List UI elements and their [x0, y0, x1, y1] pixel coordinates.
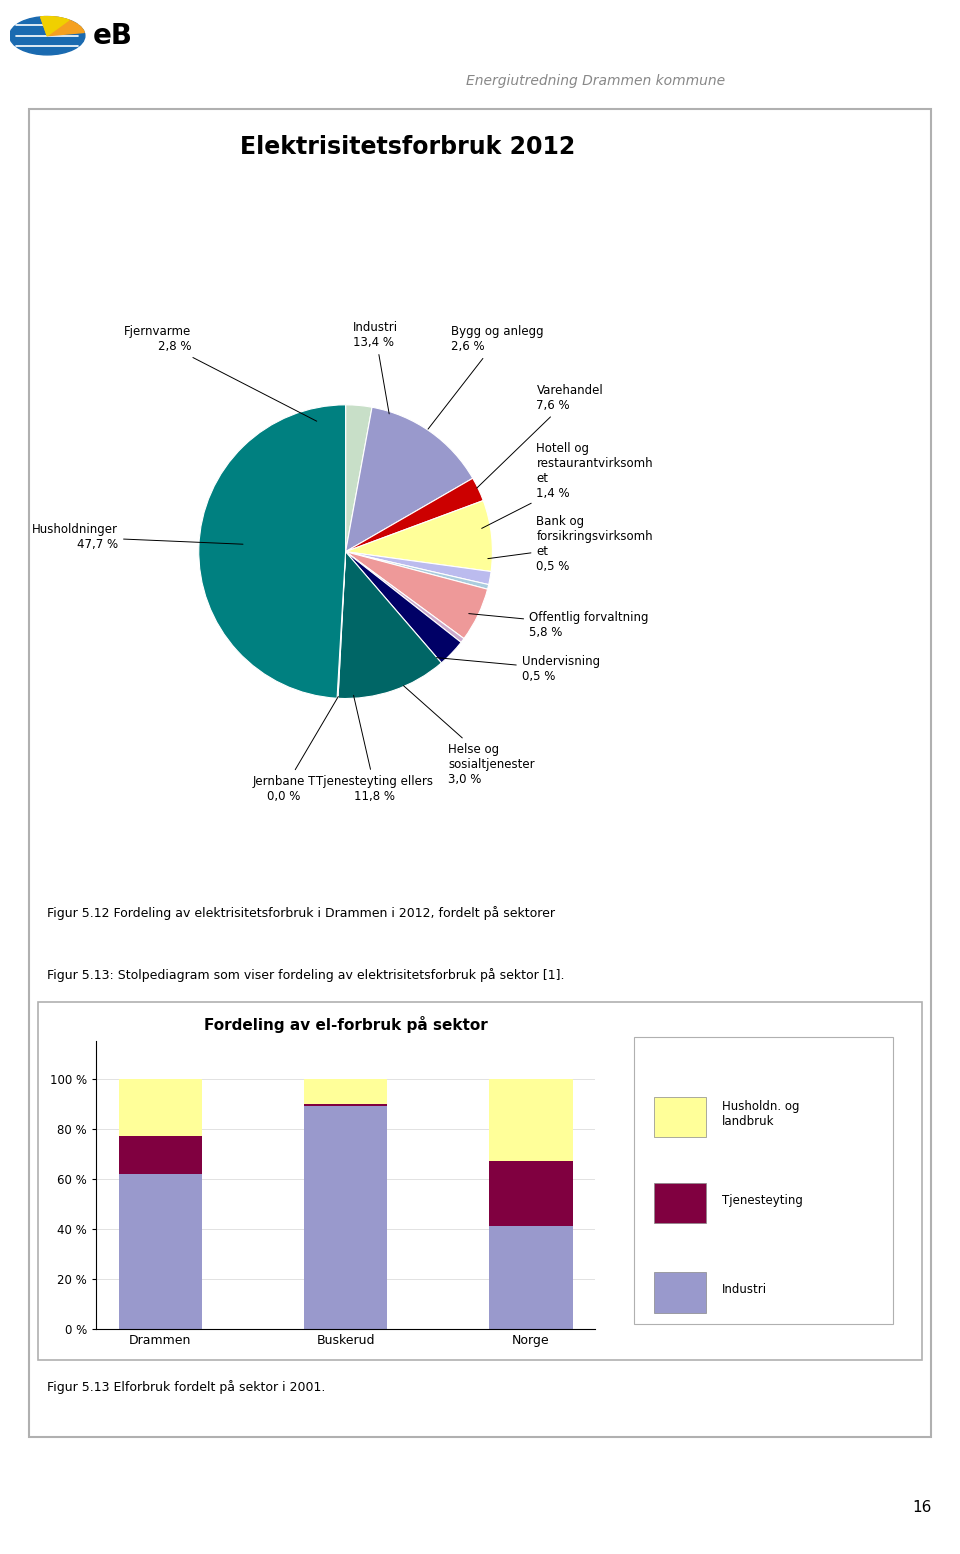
Text: Husholdn. og
landbruk: Husholdn. og landbruk	[722, 1100, 800, 1128]
Text: Undervisning
0,5 %: Undervisning 0,5 %	[437, 656, 600, 684]
Text: Figur 5.13 Elforbruk fordelt på sektor i 2001.: Figur 5.13 Elforbruk fordelt på sektor i…	[47, 1380, 325, 1394]
Text: Offentlig forvaltning
5,8 %: Offentlig forvaltning 5,8 %	[468, 611, 649, 639]
Text: Elektrisitetsforbruk 2012: Elektrisitetsforbruk 2012	[240, 135, 575, 159]
Wedge shape	[346, 407, 472, 552]
Text: Husholdninger
47,7 %: Husholdninger 47,7 %	[32, 524, 243, 552]
Wedge shape	[346, 479, 483, 552]
Bar	[490, 1226, 572, 1329]
Wedge shape	[346, 552, 464, 642]
Text: Helse og
sosialtjenester
3,0 %: Helse og sosialtjenester 3,0 %	[403, 685, 535, 785]
Text: Fjernvarme
2,8 %: Fjernvarme 2,8 %	[124, 325, 317, 421]
Bar	[119, 1173, 202, 1329]
Wedge shape	[199, 406, 346, 698]
Bar	[304, 1106, 387, 1329]
Wedge shape	[338, 552, 442, 698]
Circle shape	[10, 17, 84, 54]
Bar	[490, 1078, 572, 1161]
Text: Industri
13,4 %: Industri 13,4 %	[353, 322, 398, 413]
Wedge shape	[346, 406, 372, 552]
Text: Figur 5.12 Fordeling av elektrisitetsforbruk i Drammen i 2012, fordelt på sektor: Figur 5.12 Fordeling av elektrisitetsfor…	[47, 906, 555, 920]
Bar	[119, 1078, 202, 1136]
Text: eB: eB	[93, 22, 132, 50]
Text: Bygg og anlegg
2,6 %: Bygg og anlegg 2,6 %	[428, 325, 544, 429]
Text: 16: 16	[912, 1500, 931, 1515]
Text: Varehandel
7,6 %: Varehandel 7,6 %	[477, 384, 603, 488]
Title: Fordeling av el-forbruk på sektor: Fordeling av el-forbruk på sektor	[204, 1016, 488, 1033]
Bar	[304, 1078, 387, 1103]
Text: Figur 5.13: Stolpediagram som viser fordeling av elektrisitetsforbruk på sektor : Figur 5.13: Stolpediagram som viser ford…	[47, 968, 564, 982]
Text: Jernbane T
0,0 %: Jernbane T 0,0 %	[252, 696, 338, 803]
Text: Bank og
forsikringsvirksomh
et
0,5 %: Bank og forsikringsvirksomh et 0,5 %	[488, 516, 653, 573]
Text: Hotell og
restaurantvirksomh
et
1,4 %: Hotell og restaurantvirksomh et 1,4 %	[482, 441, 653, 528]
Wedge shape	[346, 552, 489, 589]
Wedge shape	[346, 500, 492, 572]
Wedge shape	[40, 17, 84, 36]
Wedge shape	[346, 552, 461, 664]
Bar	[655, 1183, 707, 1223]
Text: Tjenesteyting ellers
11,8 %: Tjenesteyting ellers 11,8 %	[317, 695, 434, 803]
Bar	[655, 1097, 707, 1138]
Wedge shape	[337, 552, 346, 698]
Text: Tjenesteyting: Tjenesteyting	[722, 1193, 803, 1207]
Wedge shape	[346, 552, 492, 584]
Bar	[655, 1273, 707, 1313]
Text: Energiutredning Drammen kommune: Energiutredning Drammen kommune	[466, 73, 725, 89]
Text: Industri: Industri	[722, 1284, 767, 1296]
Bar	[119, 1136, 202, 1173]
Bar	[490, 1161, 572, 1226]
Wedge shape	[40, 17, 69, 36]
Bar	[304, 1103, 387, 1106]
Wedge shape	[346, 552, 488, 639]
